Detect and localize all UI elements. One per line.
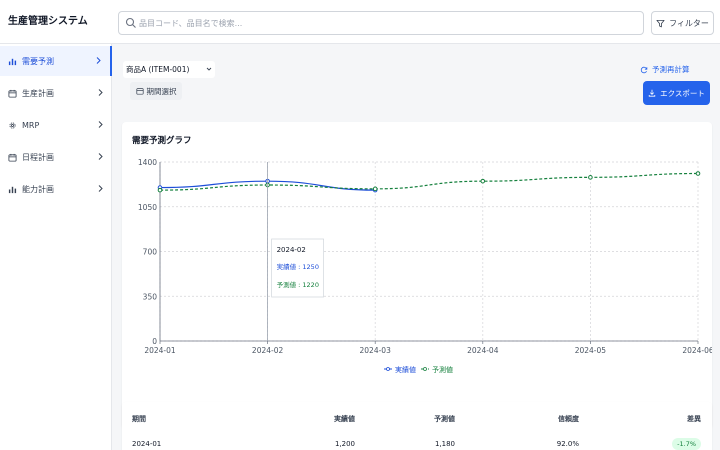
- data-point: [372, 186, 378, 192]
- sidebar-item-schedule-plan[interactable]: 日程計画: [0, 142, 112, 172]
- sidebar-item-label: MRP: [22, 120, 40, 130]
- bar-chart-icon: [8, 186, 17, 193]
- sidebar-item-label: 需要予測: [22, 56, 54, 66]
- data-point: [695, 171, 701, 176]
- filter-button[interactable]: フィルター: [651, 11, 714, 35]
- y-tick-label: 1050: [138, 203, 157, 212]
- cell-forecast: 1,180: [434, 440, 455, 448]
- x-tick-label: 2024-01: [144, 346, 176, 355]
- column-header-confidence: 信頼度: [558, 415, 579, 423]
- tooltip-box: [271, 238, 324, 298]
- chevron-right-icon: [98, 89, 103, 96]
- diff-badge: -1.7%: [672, 438, 701, 450]
- download-icon: [648, 89, 656, 97]
- sidebar-item-demand-forecast[interactable]: 需要予測: [0, 46, 112, 76]
- x-tick-label: 2024-05: [575, 346, 607, 355]
- data-point: [157, 187, 163, 193]
- recalculate-forecast-button[interactable]: 予測再計算: [640, 64, 690, 75]
- search-input[interactable]: [139, 15, 639, 31]
- y-tick-label: 700: [143, 248, 158, 257]
- sidebar-item-capacity-plan[interactable]: 能力計画: [0, 174, 112, 204]
- x-tick-label: 2024-02: [252, 346, 284, 355]
- search-icon: [125, 17, 136, 28]
- export-button[interactable]: エクスポート: [643, 81, 710, 105]
- data-point: [588, 175, 593, 180]
- y-tick-label: 1400: [138, 158, 157, 167]
- sidebar-item-mrp[interactable]: MRP: [0, 110, 112, 140]
- x-tick-label: 2024-06: [682, 346, 712, 355]
- sidebar-item-label: 能力計画: [22, 184, 54, 194]
- tooltip-line: 予測値 : 1220: [277, 280, 319, 289]
- bar-chart-icon: [8, 58, 17, 65]
- column-header-diff: 差異: [687, 415, 701, 423]
- sidebar-item-label: 日程計画: [22, 152, 54, 162]
- y-tick-label: 350: [143, 292, 158, 301]
- tooltip: 2024-02 実績値 : 1250 予測値 : 1220: [271, 238, 324, 298]
- chevron-right-icon: [98, 153, 103, 160]
- y-tick-label: 0: [152, 337, 157, 346]
- tooltip-line: 実績値 : 1250: [277, 262, 319, 271]
- sidebar-item-production-plan[interactable]: 生産計画: [0, 78, 112, 108]
- data-point: [480, 178, 486, 184]
- chevron-right-icon: [96, 57, 101, 64]
- calendar-icon: [8, 153, 17, 162]
- chevron-right-icon: [98, 121, 103, 128]
- filter-icon: [656, 19, 665, 27]
- column-header-forecast: 予測値: [434, 415, 455, 423]
- cell-confidence: 92.0%: [556, 440, 579, 448]
- column-header-period: 期間: [132, 415, 146, 423]
- chevron-down-icon: [206, 67, 212, 71]
- sidebar-item-label: 生産計画: [22, 88, 54, 98]
- series-line-forecast: [159, 172, 699, 191]
- tooltip-title: 2024-02: [277, 246, 306, 254]
- top-bar: 生産管理システム フィルター: [0, 0, 720, 44]
- refresh-icon: [640, 66, 648, 73]
- legend-marker: [386, 367, 390, 371]
- search-box[interactable]: [118, 11, 644, 35]
- chart-card: 0 350 700 1050 1400 2024-01 2024-02 2024-03 2024…: [122, 122, 712, 428]
- filter-label: フィルター: [669, 18, 709, 28]
- recalculate-forecast-label: 予測再計算: [652, 65, 690, 74]
- chevron-right-icon: [98, 185, 103, 192]
- cell-actual: 1,200: [334, 440, 355, 448]
- sidebar: 需要予測 生産計画 MRP 日程計画 能力計画: [0, 44, 112, 450]
- app-title: 生産管理システム: [8, 16, 88, 27]
- gear-icon: [9, 121, 16, 129]
- x-tick-label: 2024-03: [360, 346, 392, 355]
- item-select-value: 商品A (ITEM-001): [126, 65, 190, 74]
- period-select-label: 期間選択: [146, 86, 177, 96]
- legend: 実績値 予測値: [384, 365, 453, 374]
- demand-forecast-chart: 0 350 700 1050 1400 2024-01 2024-02 2024-03 2024…: [138, 158, 712, 374]
- legend-marker: [423, 367, 427, 371]
- forecast-table: 期間 実績値 予測値 信頼度 差異 2024-01 1,200 1,180 92…: [122, 402, 712, 450]
- column-header-actual: 実績値: [334, 415, 355, 423]
- legend-label: 実績値: [395, 365, 416, 374]
- chart-title: 需要予測グラフ: [132, 136, 192, 146]
- period-select-button[interactable]: 期間選択: [130, 82, 182, 100]
- calendar-icon: [8, 89, 17, 98]
- cell-period: 2024-01: [132, 440, 162, 448]
- item-select[interactable]: 商品A (ITEM-001): [123, 61, 215, 78]
- main-content: 商品A (ITEM-001) 期間選択 予測再計算 エクスポート 0 350 700…: [112, 44, 720, 450]
- x-tick-label: 2024-04: [467, 346, 499, 355]
- export-label: エクスポート: [660, 88, 705, 98]
- legend-label: 予測値: [432, 365, 453, 374]
- calendar-icon: [135, 88, 144, 95]
